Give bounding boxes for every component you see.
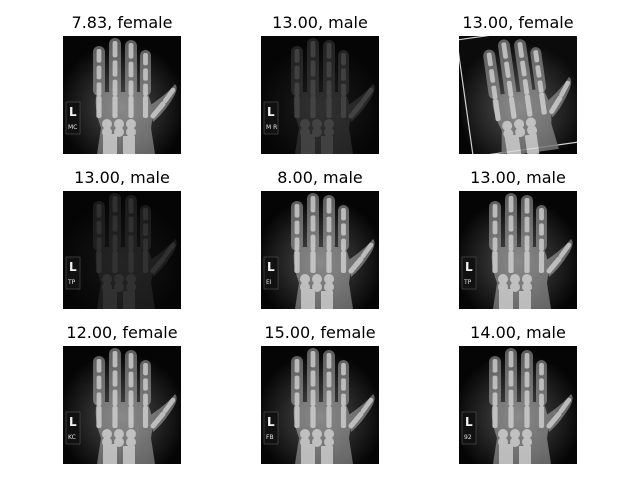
panel-title: 13.00, male (221, 12, 419, 34)
svg-text:FB: FB (266, 434, 274, 441)
panel-title: 12.00, female (23, 322, 221, 344)
svg-text:L: L (267, 105, 275, 119)
svg-text:L: L (69, 105, 77, 119)
svg-text:M R: M R (266, 124, 277, 131)
svg-text:L: L (267, 260, 275, 274)
hand-xray-image: L 92 (459, 346, 577, 464)
panel-title: 13.00, female (419, 12, 617, 34)
svg-text:EI: EI (266, 279, 272, 286)
hand-xray-image: L TP (459, 191, 577, 309)
hand-xray-image: L MC (63, 36, 181, 154)
panel-title: 14.00, male (419, 322, 617, 344)
film-side-marker: L MC (66, 102, 80, 134)
panel-title: 13.00, male (23, 167, 221, 189)
hand-xray-image: L KC (63, 346, 181, 464)
svg-text:TP: TP (463, 279, 472, 286)
svg-text:KC: KC (68, 434, 76, 441)
panel-title: 13.00, male (419, 167, 617, 189)
hand-xray-image: L M R (261, 36, 379, 154)
hand-xray-image: L EI (261, 191, 379, 309)
svg-text:L: L (267, 415, 275, 429)
svg-text:L: L (69, 415, 77, 429)
film-side-marker: L KC (66, 412, 80, 444)
film-side-marker: L M R (264, 102, 278, 134)
film-side-marker: L FB (264, 412, 278, 444)
film-side-marker: L TP (462, 257, 476, 289)
svg-text:TP: TP (67, 279, 76, 286)
hand-xray-image: L TP (63, 191, 181, 309)
film-side-marker: L TP (66, 257, 80, 289)
svg-text:MC: MC (68, 124, 77, 131)
svg-text:L: L (465, 260, 473, 274)
svg-text:L: L (465, 415, 473, 429)
svg-text:L: L (69, 260, 77, 274)
panel-title: 8.00, male (221, 167, 419, 189)
svg-text:92: 92 (464, 434, 472, 441)
film-side-marker: L 92 (462, 412, 476, 444)
hand-xray-image (459, 36, 577, 154)
film-side-marker: L EI (264, 257, 278, 289)
hand-xray-image: L FB (261, 346, 379, 464)
panel-title: 15.00, female (221, 322, 419, 344)
panel-title: 7.83, female (23, 12, 221, 34)
